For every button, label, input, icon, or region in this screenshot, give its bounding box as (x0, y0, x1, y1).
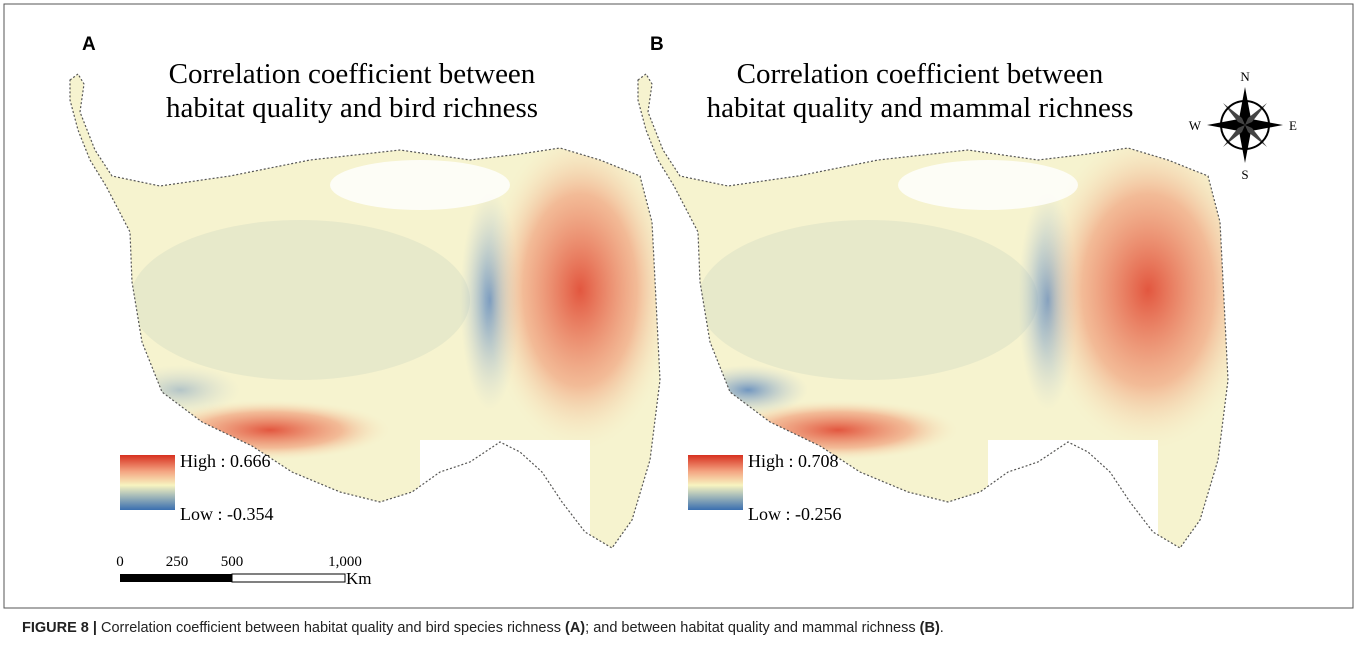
blank (988, 440, 1158, 548)
compass-w: W (1189, 118, 1202, 133)
scale-unit: Km (346, 569, 372, 588)
compass-s: S (1241, 167, 1248, 182)
boundary (637, 73, 1229, 549)
map-title: habitat quality and mammal richness (707, 92, 1134, 124)
boundary (69, 73, 661, 549)
blank (420, 440, 590, 548)
blank (330, 160, 510, 210)
legend-low: Low : -0.256 (748, 504, 842, 524)
caption-figure: FIGURE 8 | (22, 620, 97, 636)
caption-ref: (B) (919, 620, 940, 636)
legend-ramp (120, 455, 175, 510)
caption-text: Correlation coefficient between habitat … (96, 620, 565, 636)
compass-e: E (1289, 118, 1297, 133)
caption: FIGURE 8 | Correlation coefficient betwe… (22, 620, 944, 636)
caption-text: . (939, 620, 944, 636)
legend-low: Low : -0.354 (180, 504, 274, 524)
compass-n: N (1240, 69, 1250, 84)
frame (3, 3, 1354, 609)
scale-label: 250 (166, 554, 189, 570)
cold-zone (688, 365, 808, 415)
scale-label: 500 (221, 554, 244, 570)
legend-high: High : 0.708 (748, 451, 839, 471)
hot-zone (485, 130, 660, 450)
map-title: Correlation coefficient between (169, 58, 536, 90)
map-panel: B Correlation coefficient betweenhabitat … (637, 34, 1229, 549)
hot-zone (1038, 130, 1228, 450)
panel-label: B (650, 34, 664, 55)
compass: N S E W (1189, 69, 1297, 182)
scale-bar: 0 250 500 1,000 Km (116, 554, 371, 588)
caption-text: ; and between habitat quality and mammal… (585, 620, 920, 636)
zone (698, 220, 1038, 380)
map-title: Correlation coefficient between (737, 58, 1104, 90)
caption-ref: (A) (565, 620, 586, 636)
scale-label: 1,000 (328, 554, 362, 570)
blank (898, 160, 1078, 210)
legend-high: High : 0.666 (180, 451, 271, 471)
panel-label: A (82, 34, 96, 55)
cold-zone (120, 365, 240, 415)
zone (130, 220, 470, 380)
map-title: habitat quality and bird richness (166, 92, 538, 124)
map-panel: A Correlation coefficient betweenhabitat … (69, 34, 661, 549)
legend-ramp (688, 455, 743, 510)
scale-label: 0 (116, 554, 124, 570)
